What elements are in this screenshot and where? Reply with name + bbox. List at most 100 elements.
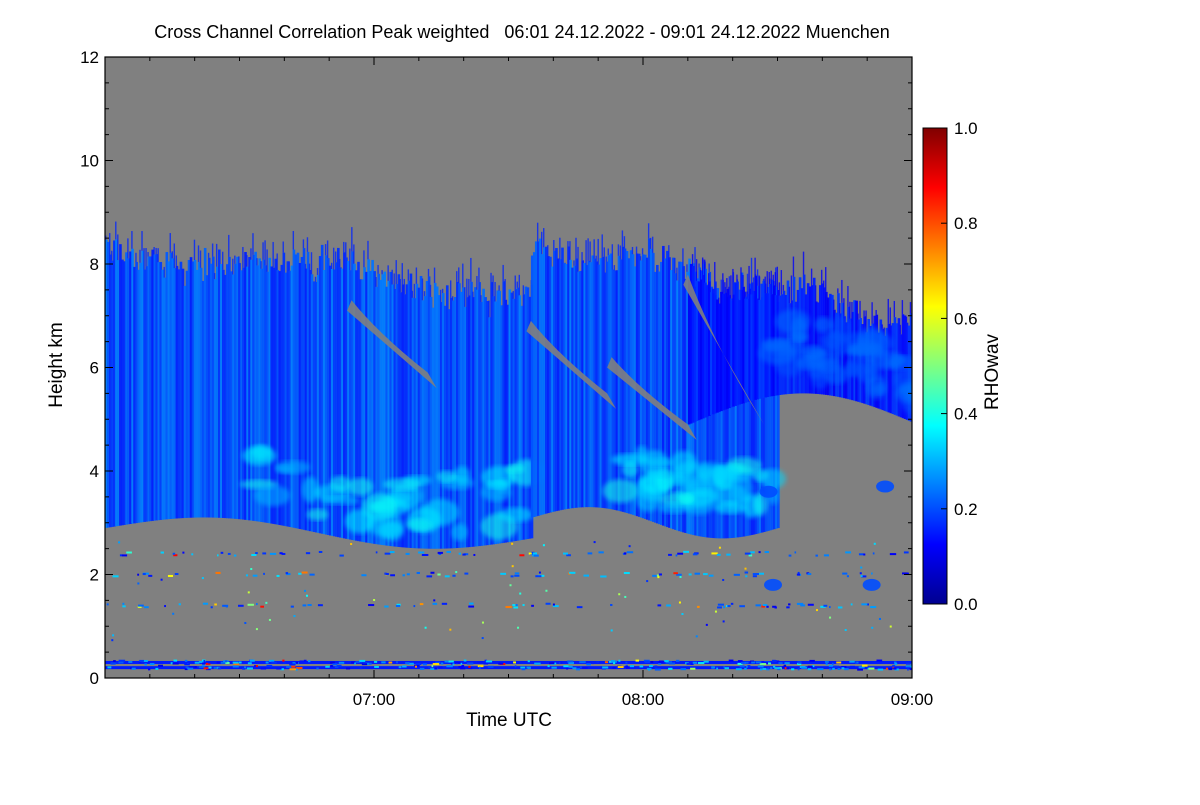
surface-return [646,667,652,670]
surface-return [334,666,339,669]
cloud-column [209,263,213,518]
surface-return [217,667,222,670]
cloud-streak [752,277,755,296]
cloud-column [750,282,754,535]
cloud-streak [742,274,744,287]
cloud-column [754,275,758,400]
cloud-column [714,281,717,414]
cloud-core [481,483,512,502]
cloud-column [583,262,586,508]
cloud-column [662,245,665,526]
noise-speckle [247,591,250,594]
noise-speckle [511,542,514,545]
surface-return [250,659,255,662]
cloud-streak [905,316,908,323]
surface-return [184,663,190,666]
surface-return [815,554,818,557]
surface-return [464,553,469,556]
cloud-streak [514,275,516,290]
cloud-streak [429,284,432,297]
cloud-streak [536,222,539,242]
cloud-column [500,305,504,544]
surface-return [419,667,425,670]
cloud-column [575,258,578,508]
surface-return [566,667,569,670]
surface-return [639,665,644,668]
surface-return [791,668,795,671]
surface-return [527,660,530,663]
surface-return [626,551,634,554]
noise-speckle [678,601,681,604]
cloud-streak [593,239,595,259]
cloud-column [686,271,689,534]
cloud-column [326,258,330,536]
surface-return [338,661,345,664]
cloud-streak [708,263,710,272]
cloud-column [754,279,758,535]
noise-speckle [255,628,258,631]
cloud-streak [302,239,305,249]
cloud-column [219,264,223,518]
surface-return [303,659,307,662]
cloud-streak [569,241,571,260]
surface-return [498,662,504,665]
cloud-streak [682,248,684,267]
surface-return [735,668,742,671]
cloud-streak [708,273,710,282]
cloud-column [482,288,485,546]
cloud-column [601,256,605,508]
surface-return [905,665,912,668]
surface-return [238,661,242,664]
surface-return [189,666,194,669]
surface-return [654,665,658,668]
cloud-column [738,300,741,405]
surface-return [296,667,303,670]
surface-return [203,667,209,670]
surface-return [294,668,298,671]
noise-speckle [455,571,458,574]
surface-return [402,574,405,577]
cloud-streak [252,233,254,255]
y-tick-label: 12 [80,48,99,67]
cloud-column [579,270,582,508]
surface-return [148,574,153,577]
cloud-column [238,262,241,520]
surface-return [455,661,461,664]
cloud-streak [387,265,389,281]
surface-return [849,660,856,663]
noise-speckle [449,628,452,631]
y-axis-label: Height km [46,322,67,408]
cloud-column [375,286,378,545]
cloud-column [520,305,524,540]
cloud-column [571,267,574,509]
cloud-column [724,304,728,539]
surface-return [767,667,770,670]
cloud-column [565,264,568,510]
cloud-streak [720,279,722,293]
cloud-streak [211,243,214,257]
cloud-column [272,267,276,524]
cloud-column [460,291,463,548]
surface-return [549,662,555,665]
cloud-column [302,248,306,530]
surface-return [184,668,188,671]
surface-return [766,605,769,608]
cloud-streak [814,285,817,302]
cloud-streak [141,231,143,251]
cloud-column [339,267,342,538]
surface-return [464,572,469,575]
surface-return [894,661,897,664]
cloud-streak [668,245,670,258]
cloud-core [799,345,827,359]
surface-return [330,664,334,667]
cloud-column [458,283,461,548]
surface-return [473,553,476,556]
surface-return [784,662,790,665]
cloud-column [752,290,756,401]
surface-return [801,666,807,669]
cloud-column [161,269,165,520]
surface-return [608,660,613,663]
surface-return [251,554,257,557]
cloud-streak [825,267,827,292]
